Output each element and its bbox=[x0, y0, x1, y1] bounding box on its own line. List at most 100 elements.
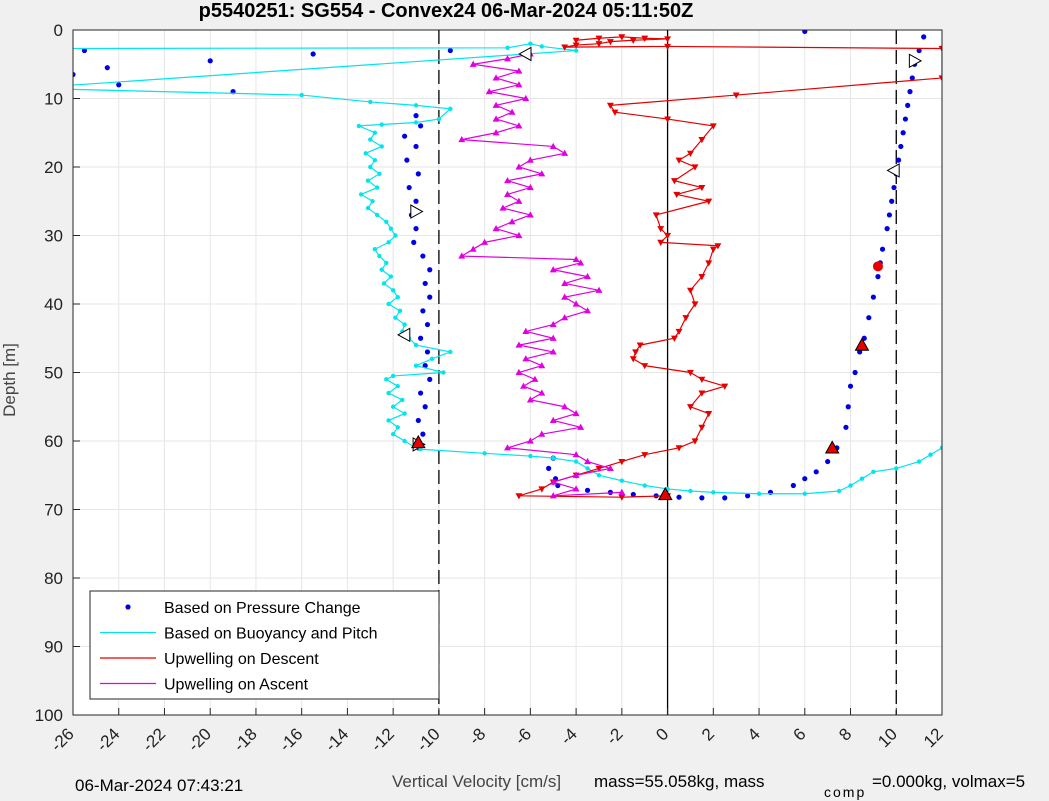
series-group bbox=[25, 30, 942, 501]
data-point bbox=[928, 452, 933, 457]
data-point bbox=[448, 349, 453, 355]
legend-label: Upwelling on Descent bbox=[164, 651, 319, 668]
data-point bbox=[572, 471, 580, 478]
data-point bbox=[458, 252, 466, 259]
data-point bbox=[802, 30, 808, 34]
data-point bbox=[618, 494, 626, 501]
y-tick-label: 80 bbox=[44, 569, 63, 588]
marker-triangle-left bbox=[518, 46, 532, 62]
data-point bbox=[595, 41, 603, 48]
data-point bbox=[377, 171, 382, 177]
data-point bbox=[845, 404, 851, 410]
data-point bbox=[526, 396, 534, 403]
marker-triangle-left bbox=[886, 163, 900, 178]
data-point bbox=[386, 240, 391, 245]
data-point bbox=[698, 274, 706, 281]
data-point bbox=[388, 226, 394, 231]
data-point bbox=[595, 35, 603, 42]
data-point bbox=[686, 150, 694, 157]
data-point bbox=[549, 266, 557, 273]
data-point bbox=[584, 272, 591, 280]
y-tick-label: 20 bbox=[44, 158, 63, 177]
data-point bbox=[515, 81, 523, 88]
data-point bbox=[886, 212, 893, 218]
data-point bbox=[73, 71, 76, 78]
data-point bbox=[745, 493, 751, 499]
data-point bbox=[551, 455, 556, 461]
x-tick-label: -16 bbox=[276, 724, 307, 755]
data-point bbox=[618, 34, 626, 41]
data-point bbox=[413, 226, 419, 232]
data-point bbox=[686, 404, 694, 411]
data-point bbox=[871, 469, 876, 475]
data-point bbox=[722, 495, 728, 501]
data-point bbox=[618, 488, 626, 495]
data-point bbox=[698, 390, 706, 397]
data-point bbox=[395, 384, 400, 389]
data-point bbox=[469, 245, 477, 252]
data-point bbox=[836, 488, 842, 494]
y-tick-label: 90 bbox=[44, 638, 63, 657]
data-point bbox=[413, 143, 419, 150]
data-point bbox=[390, 373, 396, 379]
data-point bbox=[847, 383, 854, 389]
data-point bbox=[596, 473, 602, 478]
x-tick-label: -20 bbox=[184, 724, 215, 755]
footer-timestamp: 06-Mar-2024 07:43:21 bbox=[75, 776, 243, 795]
data-point bbox=[675, 445, 683, 452]
mass-text: mass=55.058kg, mass bbox=[594, 772, 765, 791]
data-point bbox=[358, 192, 364, 197]
data-point bbox=[732, 92, 740, 99]
data-point bbox=[515, 493, 523, 500]
data-point bbox=[546, 465, 552, 471]
data-point bbox=[469, 60, 477, 67]
data-point bbox=[630, 491, 636, 498]
data-point bbox=[939, 445, 942, 451]
data-point bbox=[691, 438, 699, 445]
markers-group bbox=[397, 46, 923, 501]
data-point bbox=[492, 115, 500, 122]
data-point bbox=[686, 369, 694, 377]
data-point bbox=[370, 199, 375, 204]
data-point bbox=[905, 102, 911, 108]
data-point bbox=[25, 86, 29, 90]
data-point bbox=[368, 99, 373, 105]
x-tick-label: -8 bbox=[465, 724, 489, 748]
data-point bbox=[413, 120, 419, 125]
data-point bbox=[390, 288, 396, 293]
data-point bbox=[515, 67, 523, 74]
data-point bbox=[866, 315, 872, 321]
data-point bbox=[675, 328, 683, 336]
data-point bbox=[368, 137, 373, 142]
data-point bbox=[632, 349, 640, 356]
marker-triangle-up bbox=[410, 434, 426, 449]
marker-triangle-right bbox=[410, 204, 424, 219]
data-point bbox=[688, 488, 693, 494]
data-point bbox=[813, 469, 819, 475]
data-point bbox=[572, 255, 580, 263]
data-point bbox=[709, 123, 717, 130]
series-upwelling-on-ascent bbox=[458, 50, 626, 499]
x-tick-label: -14 bbox=[321, 724, 352, 755]
chart-title: p5540251: SG554 - Convex24 06-Mar-2024 0… bbox=[199, 0, 694, 22]
data-point bbox=[520, 382, 527, 389]
data-point bbox=[420, 431, 426, 437]
data-point bbox=[372, 130, 378, 135]
data-point bbox=[573, 459, 579, 464]
data-point bbox=[413, 103, 419, 108]
data-point bbox=[528, 453, 533, 459]
data-point bbox=[504, 177, 511, 184]
data-point bbox=[629, 356, 637, 363]
data-point bbox=[652, 212, 660, 219]
data-point bbox=[709, 246, 717, 253]
data-point bbox=[538, 362, 546, 369]
data-point bbox=[572, 37, 580, 44]
data-point bbox=[561, 293, 569, 300]
y-tick-label: 50 bbox=[44, 364, 63, 383]
y-tick-label: 30 bbox=[44, 227, 63, 246]
data-point bbox=[504, 444, 511, 451]
data-point bbox=[676, 494, 682, 500]
data-point bbox=[499, 204, 507, 211]
legend-box bbox=[89, 590, 440, 700]
data-point bbox=[549, 320, 557, 328]
